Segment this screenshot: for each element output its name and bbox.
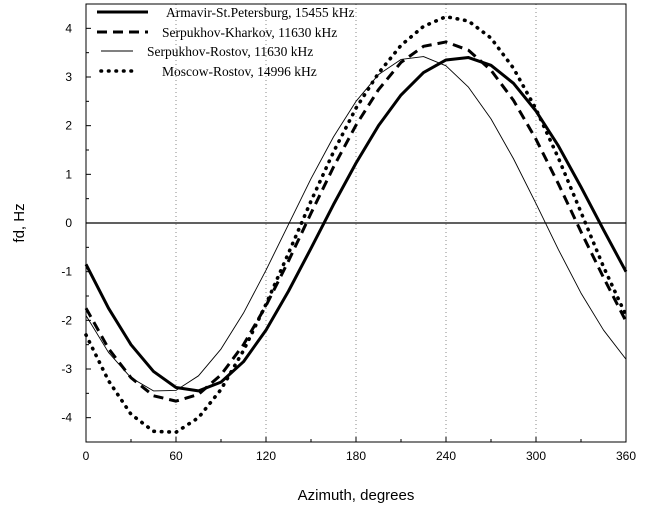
y-axis-title: fd, Hz xyxy=(11,203,28,242)
legend: Armavir-St.Petersburg, 15455 kHz Serpukho… xyxy=(97,5,354,79)
x-tick-label: 240 xyxy=(436,449,456,463)
y-tick-label: 4 xyxy=(65,21,72,35)
y-tick-label: -4 xyxy=(61,411,72,425)
y-tick-label: 3 xyxy=(65,70,72,84)
x-tick-label: 300 xyxy=(526,449,546,463)
series-line-2 xyxy=(84,40,628,403)
series-line-1 xyxy=(84,56,628,393)
x-tick-label: 360 xyxy=(616,449,636,463)
series-line-4 xyxy=(84,14,628,435)
legend-label-1: Armavir-St.Petersburg, 15455 kHz xyxy=(166,5,354,20)
legend-label-3: Serpukhov-Rostov, 11630 kHz xyxy=(147,44,313,59)
series-line-3 xyxy=(85,56,627,392)
x-axis-title: Azimuth, degrees xyxy=(298,487,415,504)
axis-ticks xyxy=(85,27,627,442)
series-lines xyxy=(84,14,628,435)
y-tick-label: 1 xyxy=(65,167,72,181)
x-tick-label: 60 xyxy=(169,449,183,463)
y-tick-label: -1 xyxy=(61,265,72,279)
y-tick-label: -3 xyxy=(61,362,72,376)
x-tick-label: 180 xyxy=(346,449,366,463)
tick-labels: 0 60 120 180 240 300 360 -4 -3 -2 -1 0 1 2 3 4 xyxy=(61,21,636,463)
x-tick-label: 0 xyxy=(83,449,90,463)
y-tick-label: 0 xyxy=(65,216,72,230)
x-tick-label: 120 xyxy=(256,449,276,463)
legend-label-2: Serpukhov-Kharkov, 11630 kHz xyxy=(162,25,337,40)
y-tick-label: -2 xyxy=(61,313,72,327)
y-tick-label: 2 xyxy=(65,119,72,133)
legend-label-4: Moscow-Rostov, 14996 kHz xyxy=(162,64,317,79)
